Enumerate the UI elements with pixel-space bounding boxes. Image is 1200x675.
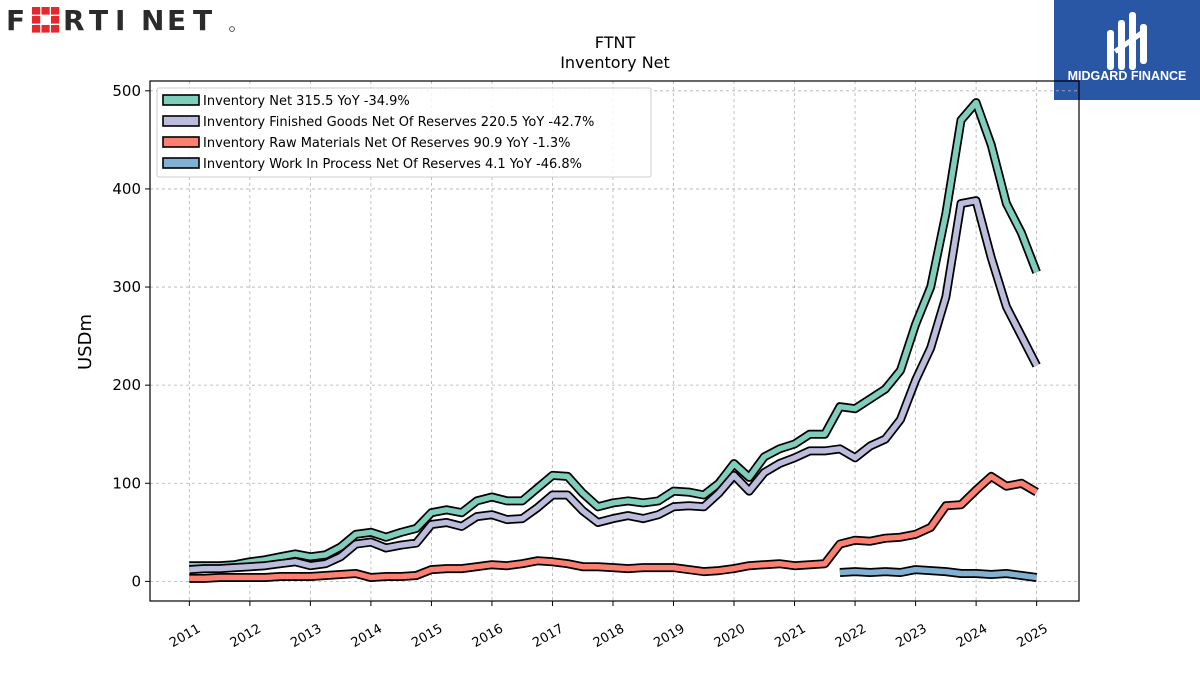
logo-letter: E <box>167 4 186 34</box>
y-tick-label: 200 <box>112 376 141 394</box>
x-tick-label: 2017 <box>530 621 566 651</box>
logo-letter: T <box>193 4 212 34</box>
x-tick-label: 2016 <box>470 621 506 651</box>
series-line-3 <box>189 471 1039 583</box>
chart-title: FTNT <box>595 33 636 52</box>
legend-entry: Inventory Finished Goods Net Of Reserves… <box>203 115 594 130</box>
series-line-2 <box>189 196 1041 575</box>
x-tick-label: 2013 <box>288 621 324 651</box>
x-tick-label: 2012 <box>228 621 264 651</box>
y-tick-label: 300 <box>112 278 141 296</box>
plot-frame <box>149 80 1080 602</box>
x-tick-label: 2024 <box>954 621 990 651</box>
x-tick-label: 2023 <box>893 621 929 651</box>
midgard-logo-icon <box>1107 12 1147 70</box>
legend-swatch <box>162 94 200 106</box>
legend-swatch <box>162 136 200 148</box>
x-tick-label: 2021 <box>772 621 808 651</box>
chart-subtitle: Inventory Net <box>560 53 670 72</box>
y-tick-label: 100 <box>112 474 141 492</box>
x-tick-label: 2020 <box>712 621 748 651</box>
logo-letter: T <box>89 4 108 34</box>
y-tick-label: 400 <box>112 180 141 198</box>
legend-entry: Inventory Work In Process Net Of Reserve… <box>203 157 582 172</box>
x-tick-label: 2025 <box>1014 621 1050 651</box>
legend-entry: Inventory Net 315.5 YoY -34.9% <box>203 94 410 109</box>
y-axis-ticks: 0 100 200 300 400 500 <box>112 82 150 590</box>
logo-letter: R <box>63 4 85 34</box>
logo-letter: F <box>6 4 25 34</box>
x-tick-label: 2022 <box>833 621 869 651</box>
midgard-finance-badge: MIDGARD FINANCE <box>1054 0 1200 100</box>
legend-swatch <box>162 157 200 169</box>
logo-letter: I <box>115 4 125 34</box>
x-tick-label: 2015 <box>409 621 445 651</box>
y-tick-label: 500 <box>112 82 141 100</box>
badge-background <box>1054 0 1200 100</box>
series-line-4 <box>839 565 1038 582</box>
x-tick-label: 2018 <box>591 621 627 651</box>
x-tick-label: 2019 <box>651 621 687 651</box>
legend-box <box>156 87 652 178</box>
x-axis-ticks: 2011 2012 2013 2014 2015 2016 2017 2018 2019 2020… <box>167 601 1051 651</box>
x-tick-label: 2011 <box>167 621 203 651</box>
legend: Inventory Net 315.5 YoY -34.9% Inventory … <box>156 87 652 178</box>
y-axis-label: USDm <box>75 314 96 370</box>
y-tick-label: 0 <box>131 572 141 590</box>
x-tick-label: 2014 <box>349 621 385 651</box>
series-lines <box>189 98 1041 583</box>
series-line-1 <box>189 98 1041 571</box>
legend-entry: Inventory Raw Materials Net Of Reserves … <box>203 136 571 151</box>
badge-text: MIDGARD FINANCE <box>1068 69 1187 83</box>
legend-swatch <box>162 115 200 127</box>
logo-letter: N <box>141 4 164 34</box>
logo-grid-mark <box>32 7 60 33</box>
